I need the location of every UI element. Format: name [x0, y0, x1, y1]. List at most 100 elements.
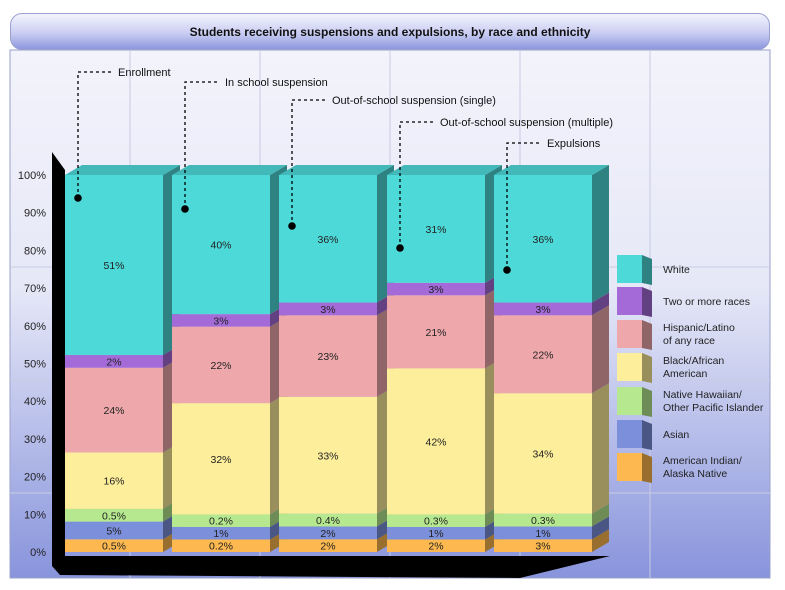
- data-label: 3%: [535, 304, 550, 316]
- bar-segment-side: [592, 305, 609, 394]
- data-label: 5%: [106, 525, 121, 537]
- bar-segment: [387, 175, 485, 283]
- data-label: 3%: [428, 284, 443, 296]
- legend-swatch-side: [642, 420, 652, 450]
- legend-item: White: [617, 255, 690, 285]
- bar-segment: [65, 175, 163, 356]
- legend-item: Two or more races: [617, 287, 750, 317]
- data-label: 2%: [320, 528, 335, 540]
- callout-dot: [503, 266, 511, 274]
- data-label: 16%: [103, 476, 124, 488]
- bar-stack: 2%2%0.4%33%23%3%36%: [279, 165, 394, 553]
- data-label: 24%: [103, 405, 124, 417]
- data-label: 40%: [210, 240, 231, 252]
- category-label: In school suspension: [225, 77, 328, 89]
- data-label: 2%: [106, 356, 121, 368]
- data-label: 0.4%: [316, 515, 340, 527]
- y-tick-label: 50%: [24, 359, 46, 371]
- bar-segment: [494, 302, 592, 316]
- axis-floor: [52, 556, 610, 578]
- data-label: 42%: [425, 436, 446, 448]
- data-label: 3%: [320, 304, 335, 316]
- data-label: 0.5%: [102, 541, 126, 553]
- bar-top: [279, 165, 394, 175]
- bar-segment: [387, 368, 485, 515]
- legend-swatch-side: [642, 287, 652, 317]
- bar-segment: [279, 396, 377, 514]
- legend-swatch-side: [642, 255, 652, 285]
- data-label: 31%: [425, 224, 446, 236]
- legend-item: Native Hawaiian/Other Pacific Islander: [617, 387, 764, 417]
- legend-label: Alaska Native: [663, 468, 727, 480]
- bar-segment: [172, 403, 270, 515]
- bar-segment: [172, 539, 270, 552]
- callout-line: [291, 99, 327, 226]
- y-tick-label: 100%: [18, 170, 46, 182]
- y-tick-label: 60%: [24, 321, 46, 333]
- bar-segment: [172, 526, 270, 540]
- y-tick-label: 40%: [24, 396, 46, 408]
- category-callout: In school suspension: [181, 77, 328, 213]
- data-label: 3%: [213, 315, 228, 327]
- category-callout: Enrollment: [74, 67, 171, 202]
- callout-line: [77, 71, 113, 198]
- data-label: 23%: [317, 351, 338, 363]
- bar-top: [172, 165, 287, 175]
- data-label: 51%: [103, 260, 124, 272]
- bar-top: [65, 165, 180, 175]
- legend-label: American: [663, 368, 708, 380]
- data-label: 32%: [210, 454, 231, 466]
- callout-dot: [74, 194, 82, 202]
- axis-wall: [52, 152, 65, 566]
- bar-segment: [65, 508, 163, 522]
- chart-title: Students receiving suspensions and expul…: [10, 13, 770, 50]
- data-label: 33%: [317, 450, 338, 462]
- legend-label: Black/African: [663, 355, 724, 367]
- data-label: 1%: [535, 528, 550, 540]
- bar-stack: 3%1%0.3%34%22%3%36%: [494, 165, 609, 553]
- bar-segment-side: [592, 529, 609, 552]
- category-callout: Out-of-school suspension (multiple): [396, 117, 613, 252]
- callout-dot: [288, 222, 296, 230]
- data-label: 2%: [320, 541, 335, 553]
- data-label: 36%: [532, 234, 553, 246]
- bar-segment: [279, 175, 377, 303]
- bar-segment-side: [592, 383, 609, 514]
- legend-swatch: [617, 287, 642, 315]
- bar-segment: [65, 355, 163, 368]
- data-label: 0.3%: [424, 516, 448, 528]
- data-label: 0.2%: [209, 541, 233, 553]
- category-callout: Expulsions: [503, 138, 601, 274]
- bar-segment: [65, 452, 163, 509]
- bar-segment: [494, 513, 592, 527]
- data-label: 2%: [428, 541, 443, 553]
- y-tick-label: 0%: [30, 547, 46, 559]
- data-label: 3%: [535, 541, 550, 553]
- callout-line: [506, 142, 542, 270]
- legend-swatch-side: [642, 353, 652, 383]
- bar-segment: [279, 539, 377, 552]
- bar-stack: 0.2%1%0.2% 32% 22% 3% 40%: [172, 165, 287, 553]
- legend-swatch: [617, 353, 642, 381]
- bar-segment: [279, 513, 377, 527]
- bar-segment: [494, 175, 592, 303]
- bar-segment: [65, 539, 163, 552]
- data-label: 0.2%: [209, 516, 233, 528]
- category-label: Expulsions: [547, 138, 601, 150]
- category-label: Enrollment: [118, 67, 171, 79]
- y-tick-label: 90%: [24, 208, 46, 220]
- bar-segment: [494, 539, 592, 552]
- data-label: 0.3%: [531, 515, 555, 527]
- bar-stack: 0.5% 5% 0.5% 16% 24% 2% 51%: [65, 165, 180, 553]
- y-tick-label: 30%: [24, 434, 46, 446]
- legend-label: White: [663, 264, 690, 276]
- bar-segment: [387, 526, 485, 540]
- data-label: 34%: [532, 448, 553, 460]
- bar-segment: [387, 539, 485, 552]
- data-label: 22%: [210, 360, 231, 372]
- bar-segment: [65, 521, 163, 540]
- bar-segment: [172, 175, 270, 315]
- legend-swatch: [617, 255, 642, 283]
- y-tick-label: 70%: [24, 283, 46, 295]
